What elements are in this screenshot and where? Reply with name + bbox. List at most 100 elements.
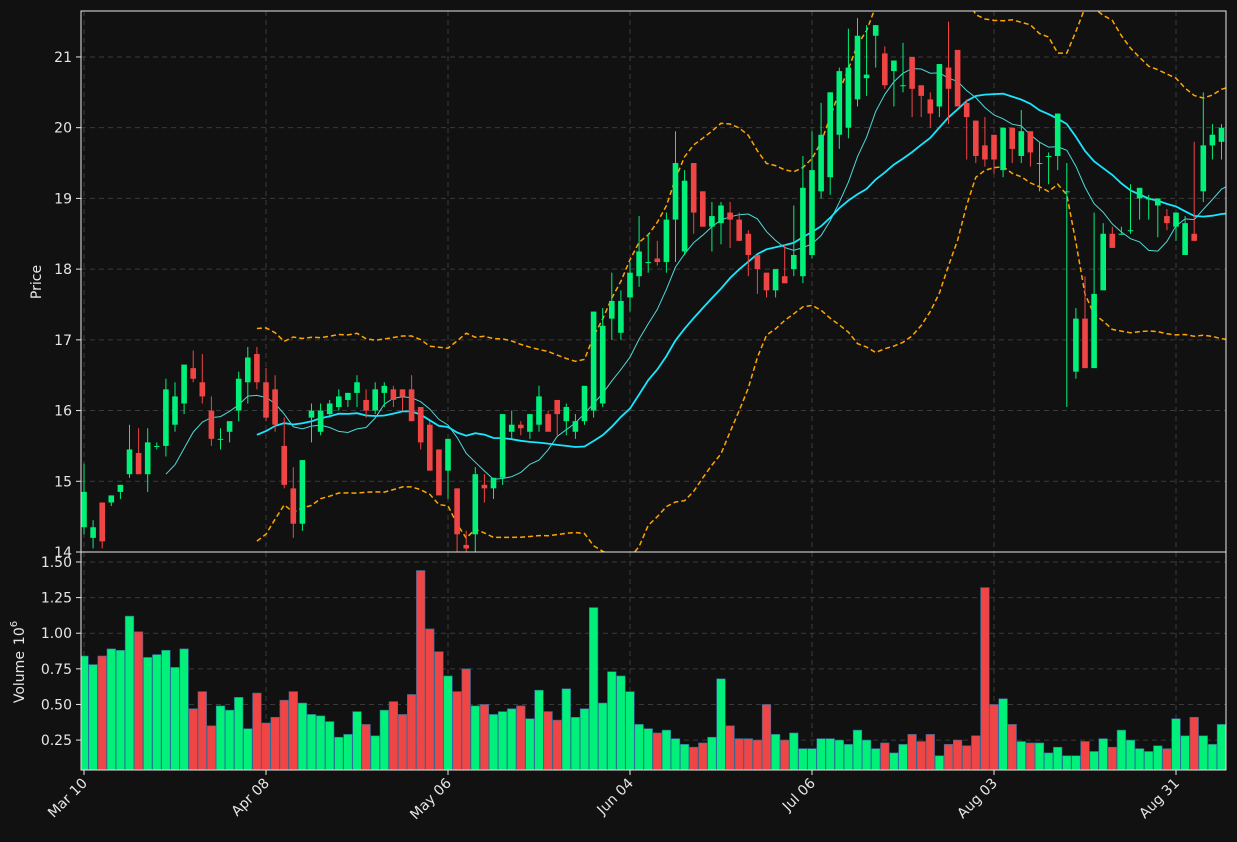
volume-tick-label: 0.25 [41,733,72,749]
volume-bar [998,698,1008,770]
candle-body [90,527,96,538]
date-tick-label: Aug 31 [1136,776,1182,822]
volume-bar [124,615,135,770]
volume-tick-label: 1.50 [41,555,72,571]
candle-body [1054,113,1061,156]
volume-bar [1189,716,1199,770]
candle-body [263,382,269,418]
volume-bar [1180,735,1190,770]
volume-tick-label: 0.75 [41,662,72,678]
candle-body [135,452,142,475]
candle-body [199,382,206,397]
candle-body [481,484,488,489]
candle-body [1091,293,1097,369]
volume-bar [1053,746,1063,770]
volume-bar [352,711,362,770]
volume-bar [1153,745,1163,770]
candle-body [891,60,897,72]
candle-body [427,424,433,471]
volume-bar [1034,742,1045,770]
volume-bar [579,708,590,770]
volume-bar [561,688,571,770]
volume-bar [215,705,226,770]
volume-bar [134,631,144,770]
volume-bar [1080,741,1090,770]
volume-bar [388,701,399,770]
volume-bar [206,725,217,770]
candle-body [1164,216,1170,224]
date-tick-labels: Mar 10 Apr 08 May 06 Jun 04 Jul 06 Aug 03 Aug … [45,770,1183,823]
candle-body [599,325,606,404]
candle-body [1018,131,1025,156]
candle-body [900,85,906,87]
volume-bar [1116,729,1126,770]
volume-bar [1107,746,1117,770]
candle-body [326,403,333,415]
candle-body [936,64,943,107]
volume-bar [443,675,453,770]
volume-bar [916,741,926,770]
volume-tick-label: 1.25 [41,591,72,607]
volume-bar [1025,742,1035,770]
volume-bar [543,711,553,770]
candle-body [172,396,178,425]
volume-bar [807,748,817,770]
candle-body [590,311,597,411]
panel-frames [80,10,1227,771]
candle-body [472,474,479,535]
volume-bar [1162,748,1172,770]
volume-bar [88,664,98,770]
candle-body [235,378,242,411]
date-tick-label: Jun 04 [594,775,637,818]
candle-body [1228,131,1234,138]
volume-bar [334,736,344,770]
candle-body [245,357,251,383]
volume-bar [843,744,853,770]
date-tick-label: Aug 03 [954,776,1000,822]
candle-body [290,488,297,524]
candle-body [1200,145,1207,192]
volume-bar [871,748,881,770]
upper-band-line [256,11,1226,363]
volume-bar [570,716,580,770]
candle-body [1155,198,1161,206]
candle-body [1036,163,1043,165]
price-tick-label: 19 [54,191,72,207]
candle-body [1100,233,1106,291]
volume-bar [962,745,972,770]
candle-body [81,491,87,528]
candle-body [845,67,852,128]
candle-body [754,254,761,270]
candle-body [836,71,843,135]
volume-bar [734,738,744,770]
volume-bar [743,738,753,770]
candle-body [272,389,278,425]
volume-bar [434,651,444,770]
candle-body [672,163,679,220]
volume-tick-label: 0.50 [41,697,72,713]
volume-bar [752,739,762,770]
candle-body [818,134,824,192]
volume-axis-exponent-base: 10 [12,627,28,645]
volume-bar [889,752,899,770]
candle-body [545,414,551,432]
volume-bar [243,728,253,770]
date-tick-label: May 06 [407,775,455,823]
volume-axis-label: Volume 106 [9,621,28,703]
volume-bar [279,699,289,770]
candle-body [963,102,970,118]
volume-bar [1016,741,1026,770]
volume-bar [643,728,653,770]
volume-bar [607,671,617,770]
volume-bar [106,648,116,770]
price-tick-label: 18 [54,262,72,278]
volume-bar [588,607,599,770]
volume-bar [1071,755,1081,770]
candle-body [791,254,797,270]
candle-body [1191,233,1197,241]
fast-ma-line [165,68,1226,480]
candle-body [226,421,233,432]
candle-body [945,67,952,89]
volume-bar [1062,755,1072,770]
